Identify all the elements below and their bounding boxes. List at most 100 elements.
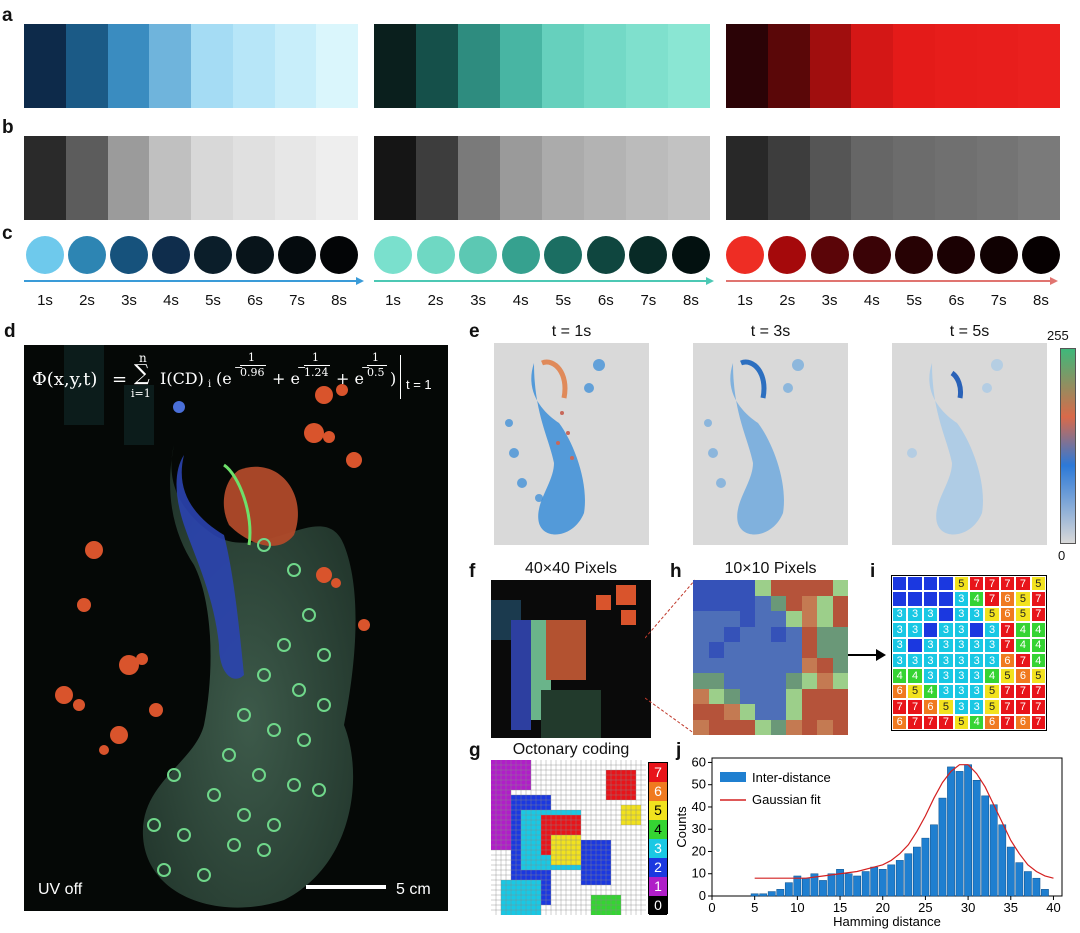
pixel-cell [708,642,724,658]
pixel-cell [832,719,848,735]
strip-cell-7 [976,136,1019,220]
code-cell: 3 [953,699,969,715]
panel-label-b: b [2,117,14,138]
pixel-cell [786,642,802,658]
gray-strip-1 [24,136,358,220]
pixel-cell [817,626,833,642]
code-cell: 3 [953,683,969,700]
peacock-illustration [55,345,370,908]
pixel-cell [817,704,833,720]
arrow-to-coding [848,649,886,661]
pixel-cell [693,719,709,735]
pixel-cell [739,657,755,673]
strip-cell-3 [809,136,852,220]
pixel-cell [786,657,802,673]
code-cell: 3 [907,652,923,669]
time-ticks-red: 1s 2s 3s 4s 5s 6s 7s 8s [726,292,1060,309]
time-label-1s: 1s [737,292,753,309]
strip-cell-3 [107,136,150,220]
code-scale-3: 3 [649,839,667,858]
code-cell: 7 [1015,683,1031,700]
pixel-cell [832,611,848,627]
code-cell: 3 [922,637,939,653]
histogram-bar [981,795,990,897]
code-cell: 3 [968,683,985,700]
pixel-cell [817,688,833,704]
code-cell: 3 [907,606,923,623]
exp2-denominator: 1.24 [304,366,329,379]
code-cell: 7 [984,591,1000,607]
time-label-7s: 7s [289,292,305,309]
strip-cell-6 [232,24,275,108]
code-cell: 3 [922,652,939,669]
pixel-cell [739,673,755,689]
exp3-minus: − [361,361,371,374]
pixel40-title: 40×40 Pixels [524,560,618,577]
pixel-cell [755,626,771,642]
histogram-bar [784,882,793,897]
pixel-cell [817,719,833,735]
y-tick-label: 50 [692,777,706,792]
pixel-cell [755,595,771,611]
code-cell [938,576,954,592]
time-label-2s: 2s [79,292,95,309]
code-cell: 7 [1030,683,1046,700]
time-label-5s: 5s [205,292,221,309]
code-cell [892,591,908,607]
code-cell: 3 [922,606,939,623]
code-cell: 6 [999,591,1016,607]
color-dot-7 [629,236,668,274]
color-dot-1 [374,236,412,274]
panel-label-i: i [870,561,876,582]
pixel-cell [708,595,724,611]
color-dot-1 [726,236,764,274]
code-cell: 5 [953,576,969,592]
pixel-cell [708,580,724,596]
x-tick-label: 25 [918,900,932,915]
pixel-cell [724,673,740,689]
panel-label-g: g [469,740,481,761]
pixel-cell [724,704,740,720]
histogram-bar [955,771,964,897]
pixel-cell [801,595,817,611]
heatmap-t5 [892,343,1047,545]
strip-cell-4 [149,136,191,220]
sum-upper: n [139,351,147,365]
code-cell [892,576,908,592]
x-tick-label: 15 [833,900,847,915]
code-cell: 7 [892,699,908,715]
gray-strip-3 [726,136,1060,220]
pixel-cell [739,719,755,735]
code-cell: 5 [984,683,1000,700]
pixel-cell [755,673,771,689]
code-cell: 3 [984,637,1000,653]
color-dot-5 [895,236,934,274]
pixel-cell [693,642,709,658]
color-dot-6 [586,236,625,274]
code-cell: 6 [892,714,908,730]
time-axes [24,277,1058,285]
x-tick-label: 30 [961,900,975,915]
code-cell: 4 [892,668,908,684]
heatmap-title-1: t = 1s [551,323,592,340]
histogram-bar [1015,862,1024,897]
strip-cell-7 [626,24,668,108]
histogram-bar [998,824,1007,897]
gray-strip-2 [374,136,710,220]
code-cell: 6 [999,652,1016,669]
pixel-cell [770,657,786,673]
code-cell: 3 [938,622,954,638]
strip-cell-5 [893,136,935,220]
panel-label-e: e [469,321,480,342]
code-cell [968,622,985,638]
strip-cell-1 [24,24,66,108]
pixel-cell [724,595,740,611]
strip-cell-6 [584,136,626,220]
pixel-cell [801,688,817,704]
peacock-head [173,401,185,413]
x-axis-label: Hamming distance [833,914,941,929]
histogram-bar [989,804,998,897]
pixel-cell [786,704,802,720]
color-dot-8 [320,236,358,274]
pixel10-title: 10×10 Pixels [724,560,817,577]
